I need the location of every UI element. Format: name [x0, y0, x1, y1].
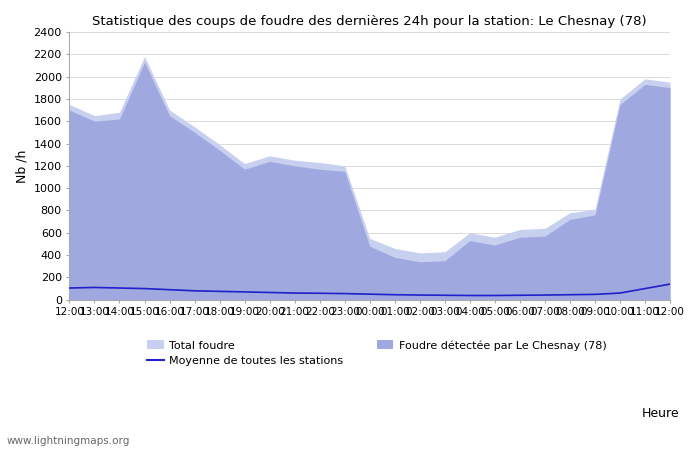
Moyenne de toutes les stations: [566, 292, 574, 297]
Text: www.lightningmaps.org: www.lightningmaps.org: [7, 436, 130, 446]
Moyenne de toutes les stations: [666, 281, 674, 287]
Moyenne de toutes les stations: [316, 291, 324, 296]
Y-axis label: Nb /h: Nb /h: [15, 149, 28, 183]
Line: Moyenne de toutes les stations: Moyenne de toutes les stations: [69, 284, 670, 296]
Moyenne de toutes les stations: [65, 285, 74, 291]
Moyenne de toutes les stations: [216, 288, 224, 294]
Moyenne de toutes les stations: [290, 290, 299, 296]
Moyenne de toutes les stations: [466, 293, 474, 298]
Text: Heure: Heure: [641, 407, 679, 420]
Moyenne de toutes les stations: [240, 289, 248, 295]
Moyenne de toutes les stations: [140, 286, 148, 291]
Moyenne de toutes les stations: [540, 292, 549, 298]
Moyenne de toutes les stations: [116, 285, 124, 291]
Moyenne de toutes les stations: [265, 290, 274, 295]
Legend: Total foudre, Moyenne de toutes les stations, Foudre détectée par Le Chesnay (78: Total foudre, Moyenne de toutes les stat…: [147, 340, 607, 366]
Moyenne de toutes les stations: [365, 292, 374, 297]
Moyenne de toutes les stations: [90, 285, 99, 290]
Moyenne de toutes les stations: [516, 292, 524, 298]
Moyenne de toutes les stations: [440, 292, 449, 298]
Moyenne de toutes les stations: [391, 292, 399, 297]
Moyenne de toutes les stations: [416, 292, 424, 298]
Moyenne de toutes les stations: [340, 291, 349, 296]
Moyenne de toutes les stations: [616, 290, 624, 296]
Title: Statistique des coups de foudre des dernières 24h pour la station: Le Chesnay (7: Statistique des coups de foudre des dern…: [92, 15, 647, 28]
Moyenne de toutes les stations: [165, 287, 174, 292]
Moyenne de toutes les stations: [640, 286, 649, 291]
Moyenne de toutes les stations: [491, 293, 499, 298]
Moyenne de toutes les stations: [190, 288, 199, 293]
Moyenne de toutes les stations: [591, 292, 599, 297]
